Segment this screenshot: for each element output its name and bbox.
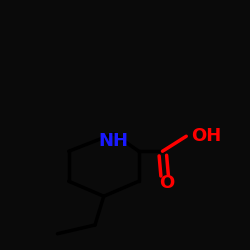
Text: NH: NH bbox=[99, 132, 129, 150]
Text: O: O bbox=[160, 174, 174, 192]
Text: OH: OH bbox=[191, 127, 222, 145]
